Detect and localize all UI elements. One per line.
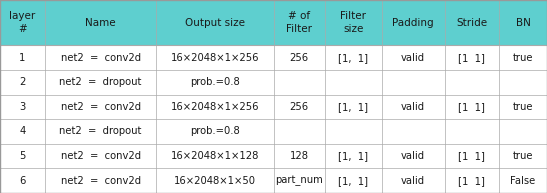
Bar [0, 45, 547, 70]
Text: False: False [510, 176, 536, 186]
Text: Output size: Output size [185, 18, 245, 28]
Text: net2  =  dropout: net2 = dropout [60, 77, 142, 87]
Text: part_num: part_num [275, 175, 323, 186]
Text: true: true [513, 102, 533, 112]
Text: [1,  1]: [1, 1] [338, 151, 368, 161]
Bar [0, 70, 547, 95]
Text: 5: 5 [19, 151, 26, 161]
Text: valid: valid [401, 102, 426, 112]
Text: 16×2048×1×256: 16×2048×1×256 [171, 102, 259, 112]
Text: 16×2048×1×256: 16×2048×1×256 [171, 53, 259, 63]
Text: 4: 4 [19, 126, 26, 136]
Text: true: true [513, 53, 533, 63]
Text: net2  =  conv2d: net2 = conv2d [61, 53, 141, 63]
Text: [1,  1]: [1, 1] [338, 176, 368, 186]
Text: 256: 256 [289, 53, 309, 63]
Text: [1  1]: [1 1] [458, 53, 485, 63]
Text: net2  =  conv2d: net2 = conv2d [61, 176, 141, 186]
Text: [1,  1]: [1, 1] [338, 53, 368, 63]
Text: net2  =  conv2d: net2 = conv2d [61, 151, 141, 161]
Text: net2  =  dropout: net2 = dropout [60, 126, 142, 136]
Text: 1: 1 [19, 53, 26, 63]
Text: [1  1]: [1 1] [458, 176, 485, 186]
Text: 256: 256 [289, 102, 309, 112]
Bar [0, 0, 547, 45]
Text: 16×2048×1×50: 16×2048×1×50 [174, 176, 256, 186]
Text: valid: valid [401, 176, 426, 186]
Text: 16×2048×1×128: 16×2048×1×128 [171, 151, 259, 161]
Text: Padding: Padding [392, 18, 434, 28]
Text: net2  =  conv2d: net2 = conv2d [61, 102, 141, 112]
Text: [1  1]: [1 1] [458, 102, 485, 112]
Bar [0, 144, 547, 168]
Text: 3: 3 [19, 102, 26, 112]
Bar [0, 119, 547, 144]
Text: 2: 2 [19, 77, 26, 87]
Text: Stride: Stride [456, 18, 487, 28]
Text: valid: valid [401, 53, 426, 63]
Text: [1  1]: [1 1] [458, 151, 485, 161]
Text: BN: BN [515, 18, 531, 28]
Bar [0, 95, 547, 119]
Text: valid: valid [401, 151, 426, 161]
Text: [1,  1]: [1, 1] [338, 102, 368, 112]
Bar [0, 168, 547, 193]
Text: true: true [513, 151, 533, 161]
Text: # of
Filter: # of Filter [286, 11, 312, 34]
Text: prob.=0.8: prob.=0.8 [190, 77, 240, 87]
Text: layer
#: layer # [9, 11, 36, 34]
Text: prob.=0.8: prob.=0.8 [190, 126, 240, 136]
Text: 128: 128 [289, 151, 309, 161]
Text: 6: 6 [19, 176, 26, 186]
Text: Filter
size: Filter size [340, 11, 366, 34]
Text: Name: Name [85, 18, 116, 28]
